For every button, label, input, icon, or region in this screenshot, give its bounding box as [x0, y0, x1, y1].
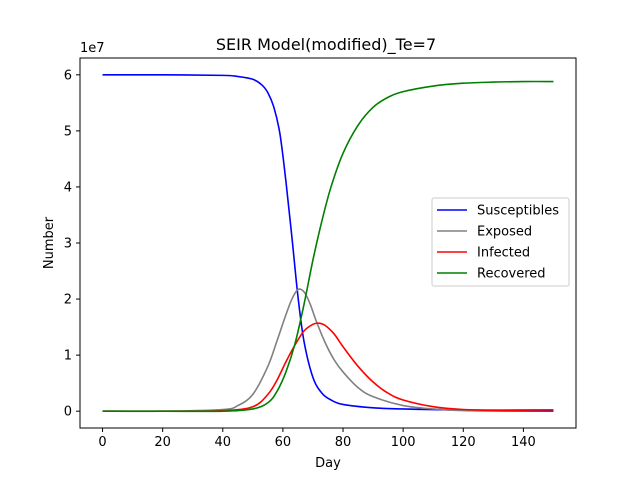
legend: Susceptibles Exposed Infected Recovered: [431, 197, 570, 287]
y-tick-label: 4: [64, 180, 72, 195]
x-tick-label: 140: [511, 435, 536, 450]
legend-label-infected: Infected: [477, 246, 530, 261]
series-line-susceptibles: [102, 73, 554, 411]
x-tick-label: 60: [275, 435, 292, 450]
legend-label-recovered: Recovered: [477, 267, 546, 282]
legend-label-exposed: Exposed: [477, 225, 532, 240]
y-offset-label: 1e7: [80, 41, 105, 56]
x-tick-label: 20: [154, 435, 171, 450]
legend-label-susceptibles: Susceptibles: [477, 204, 559, 219]
y-tick-label: 5: [64, 124, 72, 139]
legend-box: [431, 197, 570, 287]
x-tick-label: 40: [215, 435, 232, 450]
y-tick-label: 3: [64, 237, 72, 252]
y-tick-label: 2: [64, 293, 72, 308]
y-tick-label: 0: [64, 405, 72, 420]
x-tick-label: 0: [98, 435, 106, 450]
y-tick-label: 1: [64, 349, 72, 364]
x-tick-label: 120: [451, 435, 476, 450]
series-line-exposed: [102, 288, 554, 413]
y-axis-label: Number: [42, 216, 57, 269]
plot-lines: [102, 73, 554, 413]
chart-title: SEIR Model(modified)_Te=7: [216, 35, 436, 55]
x-tick-label: 80: [335, 435, 352, 450]
series-line-infected: [102, 322, 554, 413]
y-tick-label: 6: [64, 68, 72, 83]
x-tick-label: 100: [391, 435, 416, 450]
series-line-recovered: [102, 80, 554, 413]
x-axis: 0 20 40 60 80 100 120 140: [98, 428, 536, 450]
x-axis-label: Day: [315, 456, 341, 471]
y-axis: 0 1 2 3 4 5 6: [64, 68, 80, 420]
